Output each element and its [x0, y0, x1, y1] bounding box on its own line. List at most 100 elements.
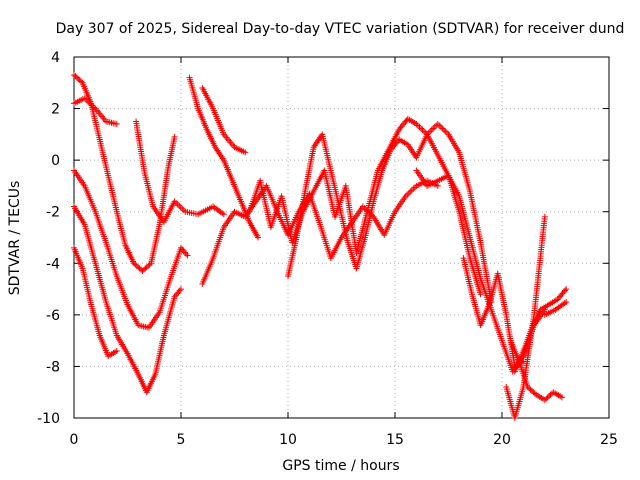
interpolated-points	[436, 122, 450, 136]
interpolated-points	[103, 301, 120, 337]
interpolated-points	[72, 169, 87, 188]
interpolated-points	[446, 133, 462, 154]
y-tick-label: 4	[51, 50, 60, 66]
interpolated-points	[495, 272, 509, 316]
interpolated-points	[125, 303, 141, 327]
interpolated-points	[222, 210, 237, 229]
interpolated-points	[382, 210, 398, 236]
interpolated-points	[508, 339, 522, 363]
interpolated-points	[72, 73, 85, 85]
interpolated-points	[354, 210, 370, 254]
data-point	[171, 133, 178, 140]
series-track-11	[285, 121, 495, 305]
interpolated-points	[125, 352, 141, 376]
series-track-3	[71, 203, 184, 396]
data-point	[113, 121, 120, 128]
chart-title: Day 307 of 2025, Sidereal Day-to-day VTE…	[56, 21, 625, 37]
interpolated-points	[456, 195, 473, 239]
data-point	[184, 252, 191, 259]
series-track-16	[507, 337, 565, 403]
interpolated-points	[161, 295, 177, 337]
series-track-2	[71, 167, 191, 331]
interpolated-points	[362, 200, 377, 239]
data-point	[220, 211, 227, 218]
data-point	[558, 394, 565, 401]
interpolated-points	[82, 223, 98, 265]
interpolated-points	[364, 169, 381, 213]
interpolated-points	[210, 226, 227, 260]
interpolated-points	[275, 210, 291, 236]
interpolated-points	[93, 210, 109, 244]
interpolated-points	[71, 246, 85, 270]
interpolated-points	[535, 392, 547, 402]
interpolated-points	[516, 360, 530, 389]
interpolated-points	[539, 302, 551, 312]
series-track-15	[511, 286, 570, 375]
interpolated-points	[393, 195, 408, 213]
interpolated-points	[285, 236, 300, 278]
interpolated-points	[93, 262, 109, 303]
interpolated-points	[354, 236, 368, 270]
interpolated-points	[446, 174, 462, 198]
data-point	[434, 182, 441, 189]
interpolated-points	[105, 174, 120, 213]
interpolated-points	[467, 236, 484, 280]
interpolated-points	[197, 204, 215, 217]
data-point	[71, 72, 77, 79]
interpolated-points	[328, 236, 344, 260]
interpolated-points	[554, 300, 568, 312]
plot-frame	[73, 56, 610, 419]
y-tick-label: -10	[37, 411, 60, 427]
interpolated-points	[200, 257, 216, 285]
interpolated-points	[321, 169, 338, 218]
series-track-4	[71, 244, 120, 360]
interpolated-points	[172, 287, 183, 299]
data-point	[242, 149, 249, 156]
series-track-9	[199, 177, 441, 287]
interpolated-points	[371, 169, 385, 203]
data-point	[524, 384, 531, 391]
series-track-8	[199, 84, 249, 156]
interpolated-points	[328, 169, 342, 208]
interpolated-points	[552, 390, 564, 400]
interpolated-points	[93, 107, 108, 123]
interpolated-points	[114, 334, 130, 355]
x-tick-label: 10	[279, 432, 297, 448]
interpolated-points	[478, 277, 494, 311]
interpolated-points	[336, 205, 351, 244]
interpolated-points	[148, 223, 163, 265]
interpolated-points	[478, 303, 492, 327]
interpolated-points	[319, 133, 334, 172]
interpolated-points	[247, 220, 261, 239]
interpolated-points	[257, 179, 274, 229]
interpolated-points	[406, 116, 418, 126]
grid-lines	[74, 57, 609, 418]
interpolated-points	[97, 138, 111, 177]
interpolated-points	[114, 275, 130, 306]
interpolated-points	[97, 334, 111, 358]
interpolated-points	[88, 303, 103, 337]
interpolated-points	[233, 209, 247, 219]
interpolated-points	[123, 244, 137, 265]
interpolated-points	[543, 390, 555, 402]
interpolated-points	[221, 159, 235, 182]
series-track-7	[186, 74, 262, 241]
y-tick-label: -4	[46, 256, 60, 272]
data-point	[541, 213, 548, 220]
interpolated-points	[161, 200, 177, 224]
interpolated-points	[210, 107, 226, 136]
interpolated-points	[83, 96, 97, 111]
y-tick-label: 0	[51, 153, 60, 169]
interpolated-points	[103, 241, 120, 278]
interpolated-points	[489, 308, 505, 342]
interpolated-points	[467, 257, 483, 296]
interpolated-points	[293, 190, 308, 239]
interpolated-points	[414, 169, 429, 188]
data-point	[130, 260, 137, 267]
interpolated-points	[398, 137, 410, 147]
interpolated-points	[499, 339, 515, 373]
interpolated-points	[179, 246, 190, 257]
data-point	[477, 291, 484, 298]
interpolated-points	[547, 297, 559, 307]
